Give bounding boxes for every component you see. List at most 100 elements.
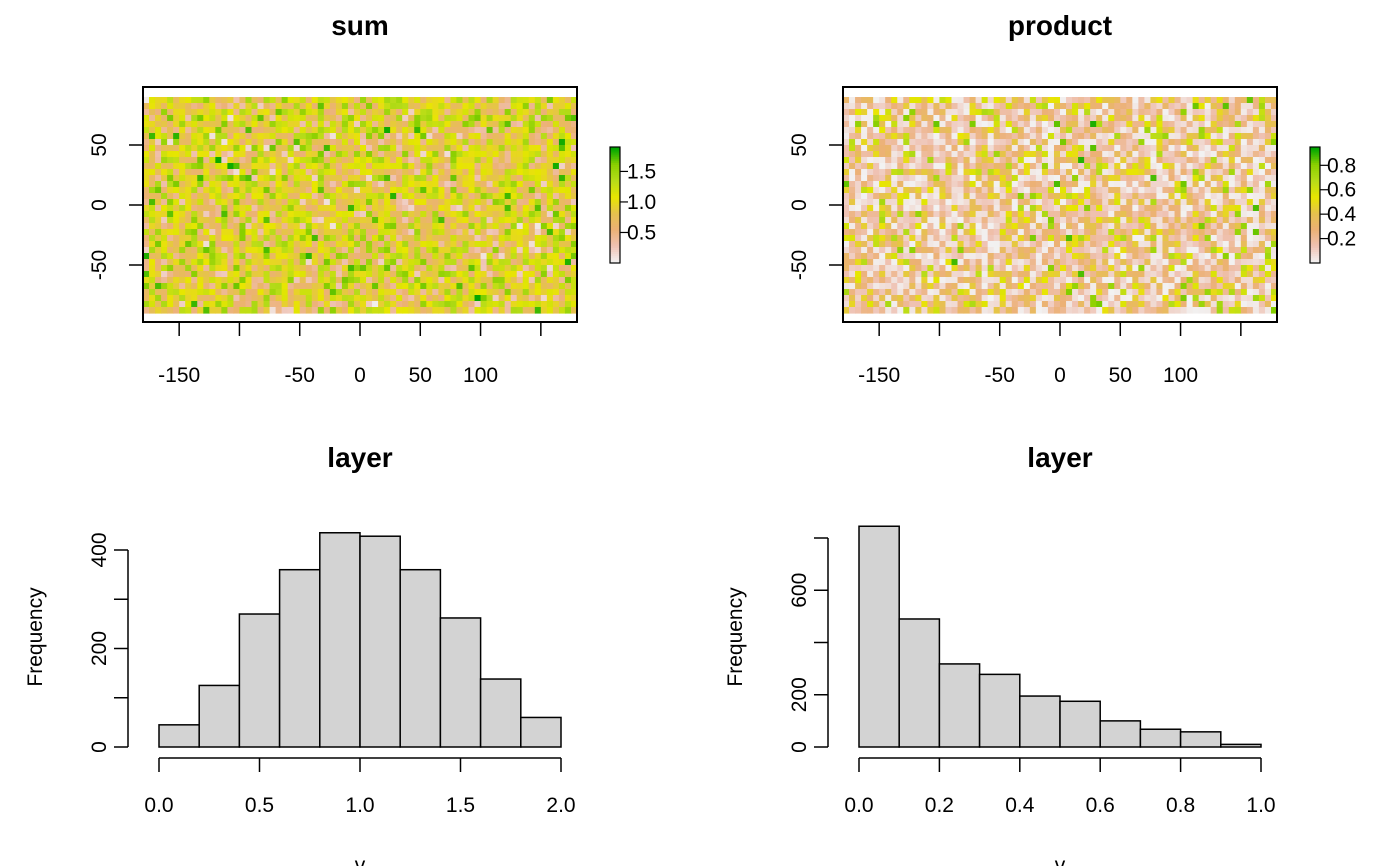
raster-cell	[372, 205, 379, 212]
raster-cell	[149, 295, 156, 302]
raster-cell	[1072, 247, 1079, 254]
raster-cell	[1198, 199, 1206, 206]
raster-cell	[239, 253, 247, 260]
raster-cell	[951, 175, 959, 182]
raster-cell	[1114, 211, 1121, 218]
raster-cell	[269, 145, 277, 152]
raster-cell	[1060, 229, 1067, 236]
raster-cell	[1060, 163, 1067, 170]
raster-cell	[1168, 211, 1176, 218]
raster-cell	[975, 199, 983, 206]
raster-cell	[432, 97, 439, 104]
raster-cell	[185, 289, 192, 296]
raster-cell	[221, 241, 228, 248]
raster-cell	[149, 229, 156, 236]
raster-cell	[251, 211, 259, 218]
raster-cell	[1174, 175, 1182, 182]
raster-cell	[215, 241, 222, 248]
raster-cell	[1186, 97, 1194, 104]
raster-cell	[221, 127, 228, 134]
raster-cell	[384, 163, 391, 170]
raster-cell	[462, 109, 470, 116]
raster-cell	[981, 253, 989, 260]
raster-cell	[191, 139, 198, 146]
raster-cell	[269, 97, 277, 104]
raster-cell	[1264, 157, 1272, 164]
raster-cell	[426, 289, 433, 296]
raster-cell	[1222, 103, 1230, 110]
raster-cell	[999, 283, 1007, 290]
raster-cell	[1270, 223, 1278, 230]
raster-cell	[197, 187, 204, 194]
raster-cell	[552, 211, 560, 218]
raster-cell	[396, 139, 403, 146]
raster-cell	[1144, 283, 1152, 290]
raster-cell	[1222, 283, 1230, 290]
raster-cell	[981, 193, 989, 200]
raster-cell	[1162, 103, 1170, 110]
raster-cell	[396, 157, 403, 164]
raster-cell	[1198, 103, 1206, 110]
raster-cell	[1108, 205, 1115, 212]
raster-cell	[969, 277, 977, 284]
raster-cell	[957, 109, 965, 116]
raster-cell	[450, 115, 458, 122]
raster-cell	[293, 103, 301, 110]
raster-cell	[329, 169, 337, 176]
raster-cell	[1047, 265, 1055, 272]
raster-cell	[185, 97, 192, 104]
raster-cell	[456, 121, 464, 128]
raster-cell	[420, 211, 427, 218]
raster-cell	[1017, 277, 1025, 284]
raster-cell	[1192, 247, 1200, 254]
raster-cell	[335, 139, 343, 146]
raster-cell	[366, 193, 373, 200]
raster-cell	[1234, 229, 1242, 236]
raster-cell	[209, 211, 216, 218]
raster-cell	[558, 247, 566, 254]
raster-cell	[1228, 241, 1236, 248]
raster-cell	[408, 175, 415, 182]
raster-cell	[293, 211, 301, 218]
raster-cell	[462, 181, 470, 188]
raster-cell	[1150, 151, 1158, 158]
raster-cells	[143, 97, 578, 314]
raster-cell	[486, 253, 494, 260]
raster-cell	[1029, 253, 1037, 260]
raster-cell	[341, 283, 349, 290]
raster-cell	[299, 307, 307, 314]
raster-cell	[1150, 127, 1158, 134]
legend-color-step	[610, 166, 620, 169]
raster-cell	[891, 259, 898, 266]
raster-cell	[1017, 229, 1025, 236]
raster-cell	[1180, 241, 1188, 248]
raster-cell	[1096, 127, 1103, 134]
raster-cell	[1210, 187, 1218, 194]
raster-cell	[474, 217, 482, 224]
legend-color-step	[610, 210, 620, 214]
raster-cell	[360, 121, 367, 128]
raster-cell	[1234, 217, 1242, 224]
raster-cell	[492, 307, 500, 314]
raster-cell	[843, 211, 850, 218]
raster-cell	[522, 187, 530, 194]
raster-cell	[426, 217, 433, 224]
raster-cell	[1060, 259, 1067, 266]
raster-cell	[963, 283, 971, 290]
raster-cell	[462, 253, 470, 260]
raster-cell	[1084, 151, 1091, 158]
raster-cell	[197, 193, 204, 200]
raster-cell	[1138, 217, 1145, 224]
raster-cell	[486, 199, 494, 206]
raster-cell	[1192, 271, 1200, 278]
raster-cell	[287, 127, 295, 134]
legend-color-step	[610, 193, 620, 196]
raster-cell	[1156, 253, 1164, 260]
raster-cell	[408, 187, 415, 194]
raster-cell	[420, 277, 427, 284]
raster-cell	[879, 157, 886, 164]
raster-cell	[203, 139, 210, 146]
raster-cell	[915, 169, 922, 176]
raster-cell	[317, 151, 325, 158]
raster-cell	[1210, 145, 1218, 152]
